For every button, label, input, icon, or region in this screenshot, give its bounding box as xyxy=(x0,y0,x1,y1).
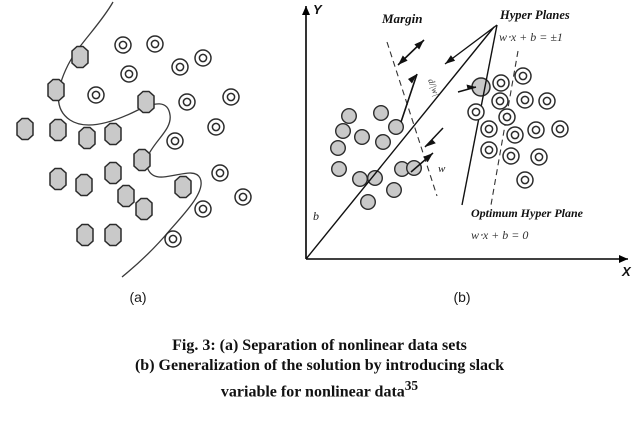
svg-text:(b): (b) xyxy=(453,289,470,305)
svg-text:w: w xyxy=(438,163,446,175)
svg-text:X: X xyxy=(621,264,632,279)
svg-text:d/|w|: d/|w| xyxy=(426,77,442,97)
svg-text:Margin: Margin xyxy=(381,11,422,26)
svg-text:w⋅x + b = ±1: w⋅x + b = ±1 xyxy=(499,30,563,44)
svg-text:(a): (a) xyxy=(129,289,146,305)
svg-text:Optimum Hyper Plane: Optimum Hyper Plane xyxy=(471,206,584,220)
svg-text:Y: Y xyxy=(313,2,323,17)
svg-text:b: b xyxy=(313,209,319,223)
svg-text:Hyper Planes: Hyper Planes xyxy=(499,8,570,22)
svg-text:w⋅x + b = 0: w⋅x + b = 0 xyxy=(471,228,528,242)
